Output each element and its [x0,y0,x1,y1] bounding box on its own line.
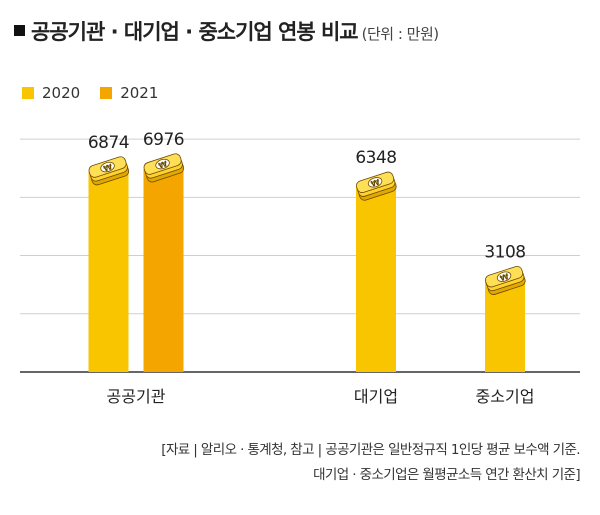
money-stack-icon: ₩ [356,171,397,201]
category-label-공공기관: 공공기관 [107,387,166,406]
bar-공공기관-2020 [88,171,129,372]
bar-중소기업-2020 [485,281,525,372]
bar-chart: ₩6874 ₩6976 공공기관 ₩6348 대기업 ₩3108 중소기업 [20,130,580,406]
svg-text:₩: ₩ [499,272,510,283]
money-stack-icon: ₩ [143,153,185,183]
legend: 2020 2021 [22,84,158,102]
source-note-line-2: 대기업 · 중소기업은 월평균소득 연간 환산치 기준] [313,467,581,483]
legend-label-2020: 2020 [42,84,81,102]
data-label-대기업-2020: 6348 [355,148,396,168]
svg-text:₩: ₩ [102,162,113,173]
title-text: 공공기관 · 대기업 · 중소기업 연봉 비교 [31,20,359,44]
legend-item-2021: 2021 [100,84,158,102]
bar-대기업-2020 [356,187,396,372]
bar-공공기관-2021 [143,168,184,372]
legend-item-2020: 2020 [22,84,80,102]
source-note: [자료 | 알리오 · 통계청, 참고 | 공공기관은 일반정규직 1인당 평균… [20,438,580,488]
svg-text:₩: ₩ [157,159,168,170]
data-label-공공기관-2020: 6874 [88,133,129,153]
money-stack-icon: ₩ [88,156,130,186]
unit-label: (단위 : 만원) [361,25,440,43]
title-bullet-icon [14,25,25,36]
source-note-line-1: [자료 | 알리오 · 통계청, 참고 | 공공기관은 일반정규직 1인당 평균… [161,442,580,458]
data-label-공공기관-2021: 6976 [143,130,184,150]
legend-label-2021: 2021 [120,84,159,102]
svg-text:₩: ₩ [370,178,381,189]
data-label-중소기업-2020: 3108 [484,243,525,263]
legend-swatch-2020 [22,87,34,99]
chart-title: 공공기관 · 대기업 · 중소기업 연봉 비교 (단위 : 만원) [14,16,439,46]
money-stack-icon: ₩ [485,265,526,295]
legend-swatch-2021 [100,87,113,99]
category-label-대기업: 대기업 [354,387,398,406]
category-label-중소기업: 중소기업 [476,387,535,406]
